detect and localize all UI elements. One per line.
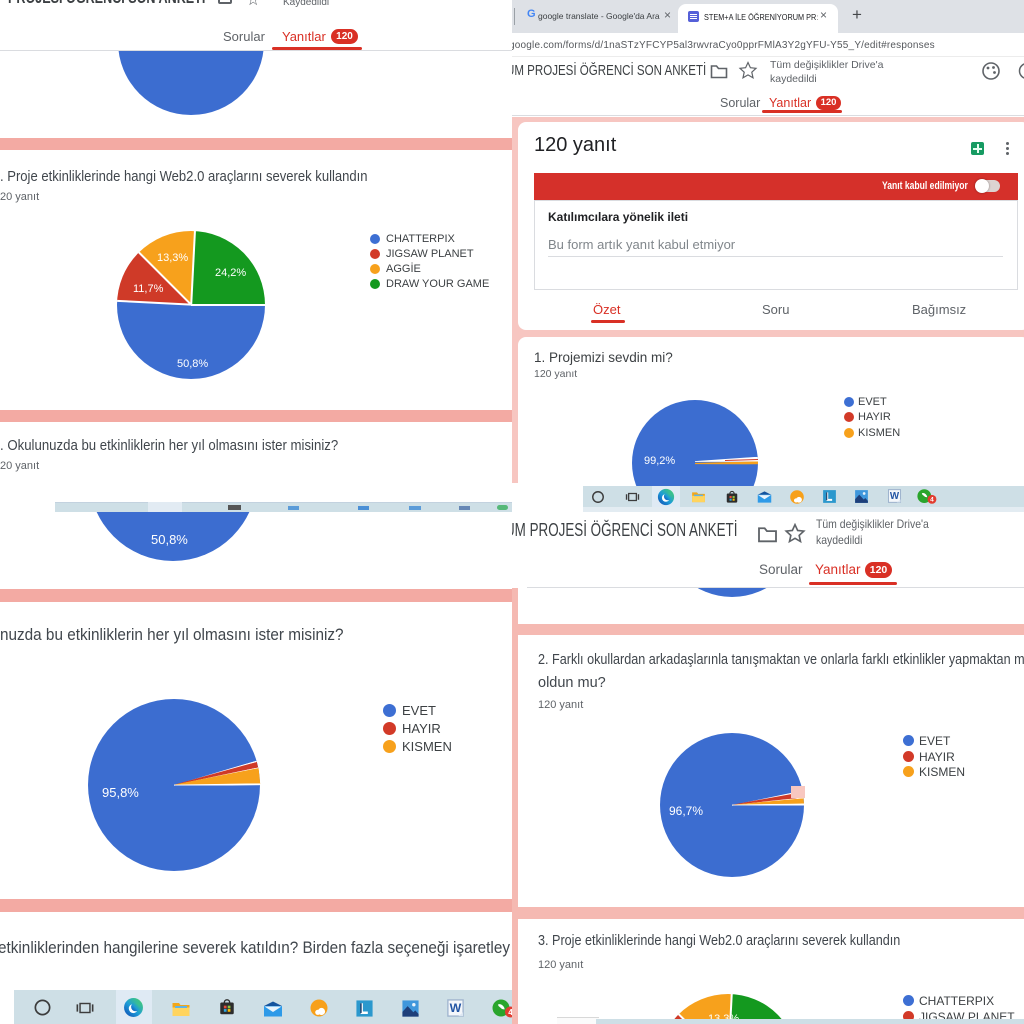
svg-text:4: 4 bbox=[508, 1008, 512, 1017]
svg-text:W: W bbox=[450, 1001, 462, 1015]
svg-text:W: W bbox=[890, 491, 900, 502]
svg-text:4: 4 bbox=[930, 497, 934, 504]
